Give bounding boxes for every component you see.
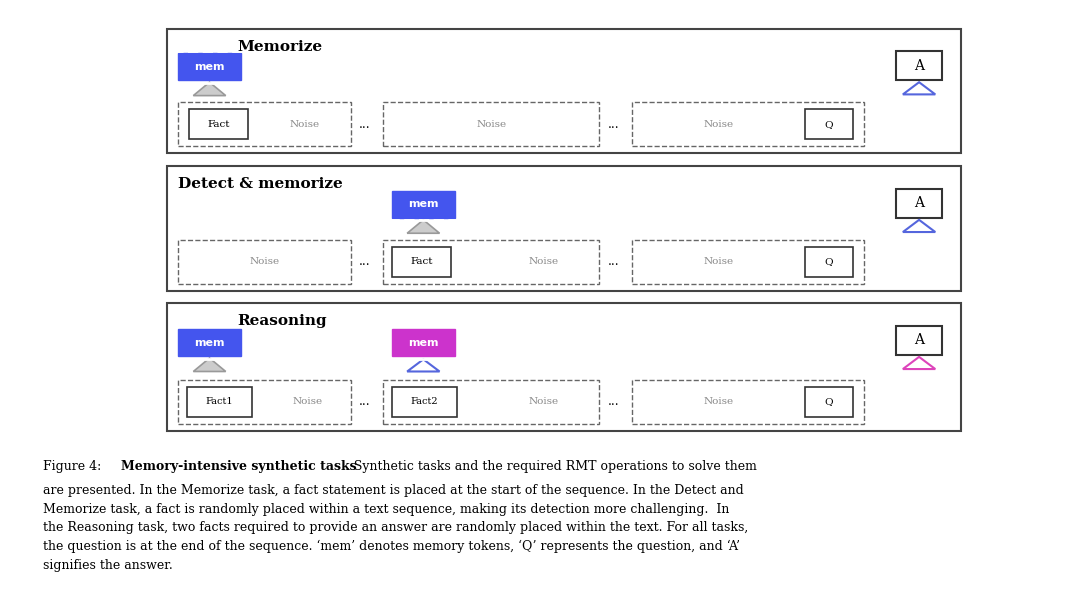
Text: ...: ... <box>608 118 619 131</box>
Text: Noise: Noise <box>703 398 733 406</box>
Bar <box>178 53 241 80</box>
Bar <box>896 326 942 355</box>
Bar <box>189 109 248 139</box>
Bar <box>175 326 244 359</box>
Bar <box>175 51 244 83</box>
Text: mem: mem <box>194 337 225 348</box>
Text: Fact: Fact <box>207 120 230 128</box>
Bar <box>392 191 455 218</box>
Bar <box>805 109 853 139</box>
Bar <box>896 189 942 218</box>
Text: Noise: Noise <box>528 258 558 266</box>
Bar <box>383 380 599 424</box>
Bar <box>178 380 351 424</box>
Text: ...: ... <box>360 118 370 131</box>
Bar <box>383 240 599 284</box>
Text: Noise: Noise <box>528 398 558 406</box>
Text: Noise: Noise <box>703 120 733 128</box>
Bar <box>178 329 241 356</box>
Text: ...: ... <box>360 395 370 409</box>
Bar <box>805 387 853 417</box>
Bar <box>805 247 853 277</box>
Text: Detect & memorize: Detect & memorize <box>178 177 343 191</box>
Polygon shape <box>407 220 440 233</box>
Text: A: A <box>914 334 924 347</box>
Bar <box>389 188 458 220</box>
Text: Memory-intensive synthetic tasks: Memory-intensive synthetic tasks <box>121 460 356 473</box>
Bar <box>392 247 451 277</box>
Bar <box>187 387 252 417</box>
Text: Q: Q <box>825 258 833 266</box>
Text: Noise: Noise <box>289 120 320 128</box>
Text: Noise: Noise <box>249 258 280 266</box>
Text: Memorize: Memorize <box>238 40 323 54</box>
Bar <box>632 240 864 284</box>
Text: A: A <box>914 197 924 210</box>
Text: ...: ... <box>608 395 619 409</box>
Text: Noise: Noise <box>476 120 507 128</box>
Polygon shape <box>193 82 226 96</box>
Text: mem: mem <box>408 199 438 209</box>
Bar <box>167 303 961 431</box>
Bar <box>167 29 961 153</box>
Text: ...: ... <box>360 255 370 269</box>
Polygon shape <box>193 358 226 371</box>
Text: A: A <box>914 59 924 72</box>
Text: ...: ... <box>608 255 619 269</box>
Bar <box>178 102 351 146</box>
Bar <box>167 166 961 291</box>
Bar <box>632 102 864 146</box>
Text: Figure 4:: Figure 4: <box>43 460 106 473</box>
Text: . Synthetic tasks and the required RMT operations to solve them: . Synthetic tasks and the required RMT o… <box>346 460 756 473</box>
Text: Noise: Noise <box>293 398 323 406</box>
Text: Fact2: Fact2 <box>410 398 438 406</box>
Bar <box>632 380 864 424</box>
Text: Fact: Fact <box>410 258 433 266</box>
Text: Reasoning: Reasoning <box>238 314 327 328</box>
Text: Q: Q <box>825 398 833 406</box>
Bar <box>392 387 457 417</box>
Text: are presented. In the Memorize task, a fact statement is placed at the start of : are presented. In the Memorize task, a f… <box>43 484 748 571</box>
Bar <box>178 240 351 284</box>
Text: mem: mem <box>194 62 225 72</box>
Text: Fact1: Fact1 <box>205 398 233 406</box>
Bar <box>383 102 599 146</box>
Bar <box>392 329 455 356</box>
Text: mem: mem <box>408 337 438 348</box>
Bar <box>896 51 942 80</box>
Text: Q: Q <box>825 120 833 128</box>
Text: Noise: Noise <box>703 258 733 266</box>
Bar <box>389 326 458 359</box>
